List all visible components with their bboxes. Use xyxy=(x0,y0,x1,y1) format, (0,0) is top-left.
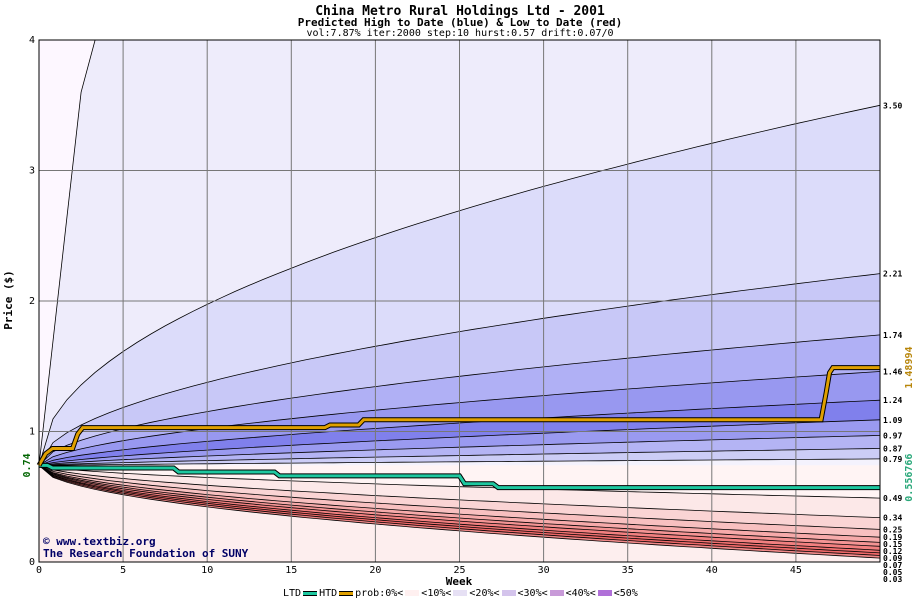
price-lines xyxy=(36,365,880,491)
low-band-region xyxy=(39,465,880,562)
legend-bin-3-swatch xyxy=(549,590,564,596)
x-tick-label: 45 xyxy=(790,565,802,576)
quantile-end-label: 1.24 xyxy=(883,396,902,405)
quantile-end-label: 0.15 xyxy=(883,540,902,549)
x-tick-label: 30 xyxy=(538,565,550,576)
x-tick-label: 15 xyxy=(285,565,297,576)
x-tick-label: 20 xyxy=(369,565,381,576)
simulation-params: vol:7.87% iter:2000 step:10 hurst:0.57 d… xyxy=(306,28,614,39)
y-tick-label: 4 xyxy=(29,35,35,46)
legend-bin-0-label: <10%< xyxy=(421,587,452,599)
legend-bin-2-label: <30%< xyxy=(517,587,548,599)
legend-bin-4-label: <50% xyxy=(613,587,638,599)
quantile-labels: 3.50 2.21 1.74 1.46 1.24 1.09 0.97 0.87 0.79 0.49… xyxy=(883,101,915,584)
quantile-end-label: 1.46 xyxy=(883,367,902,376)
quantile-end-label: 2.21 xyxy=(883,270,902,279)
y-axis-label: Price ($) xyxy=(2,270,15,330)
quantile-end-label: 0.12 xyxy=(883,547,902,556)
x-tick-label: 0 xyxy=(36,565,42,576)
quantile-end-label: 1.74 xyxy=(883,331,902,340)
legend-htd-swatch xyxy=(339,590,354,596)
quantile-end-label: 0.07 xyxy=(883,561,902,570)
quantile-end-label: 0.05 xyxy=(883,568,902,577)
legend-ltd-label: LTD xyxy=(283,587,302,599)
quantile-end-label: 0.49 xyxy=(883,494,902,503)
legend-ltd-swatch xyxy=(303,590,318,596)
x-axis-label: Week xyxy=(446,575,473,588)
legend-prob-label: prob:0%< xyxy=(355,587,404,599)
quantile-end-label: 3.50 xyxy=(883,101,902,110)
legend: LTD HTD prob:0%< <10%< <20%< <30%< <40%<… xyxy=(283,587,638,599)
y-tick-label: 1 xyxy=(29,427,35,438)
chart-title: China Metro Rural Holdings Ltd - 2001 xyxy=(315,4,605,19)
chart-subtitle: Predicted High to Date (blue) & Low to D… xyxy=(297,16,623,29)
legend-bin-2-swatch xyxy=(501,590,516,596)
axes: 0 5 10 15 20 25 30 35 40 45 0 1 2 3 4 0.74 xyxy=(22,35,881,576)
y-tick-label: 0 xyxy=(29,557,35,568)
legend-bin-3-label: <40%< xyxy=(565,587,596,599)
legend-htd-label: HTD xyxy=(319,587,338,599)
quantile-end-label: 0.03 xyxy=(883,575,902,584)
plot-frame xyxy=(38,39,881,563)
x-tick-label: 35 xyxy=(622,565,634,576)
legend-bin-4-swatch xyxy=(597,590,612,596)
ltd-final-label: 0.556766 xyxy=(904,454,915,502)
ltd-line xyxy=(39,463,880,490)
quantile-end-label: 0.79 xyxy=(883,455,902,464)
htd-final-label: 1.48994 xyxy=(904,346,915,388)
quantile-end-label: 0.97 xyxy=(883,431,902,440)
quantile-end-label: 0.87 xyxy=(883,444,902,453)
quantile-end-label: 0.19 xyxy=(883,533,902,542)
y-tick-label: 3 xyxy=(29,166,35,177)
quantile-end-label: 1.09 xyxy=(883,416,902,425)
watermark-org: The Research Foundation of SUNY xyxy=(43,547,249,560)
quantile-end-label: 0.34 xyxy=(883,514,902,523)
low-band-region xyxy=(39,465,880,530)
legend-bin-1-swatch xyxy=(453,590,468,596)
x-tick-label: 5 xyxy=(120,565,126,576)
start-price-label: 0.74 xyxy=(22,453,33,477)
y-tick-label: 2 xyxy=(29,296,35,307)
quantile-end-label: 0.25 xyxy=(883,525,902,534)
htd-line xyxy=(37,366,880,467)
quantile-end-label: 0.09 xyxy=(883,554,902,563)
legend-bin-1-label: <20%< xyxy=(469,587,500,599)
legend-bin-0-swatch xyxy=(405,590,420,596)
x-tick-label: 10 xyxy=(201,565,213,576)
watermark-site: © www.textbiz.org xyxy=(43,535,156,548)
x-tick-label: 25 xyxy=(453,565,465,576)
high-band-region xyxy=(39,40,880,466)
x-tick-label: 40 xyxy=(706,565,718,576)
